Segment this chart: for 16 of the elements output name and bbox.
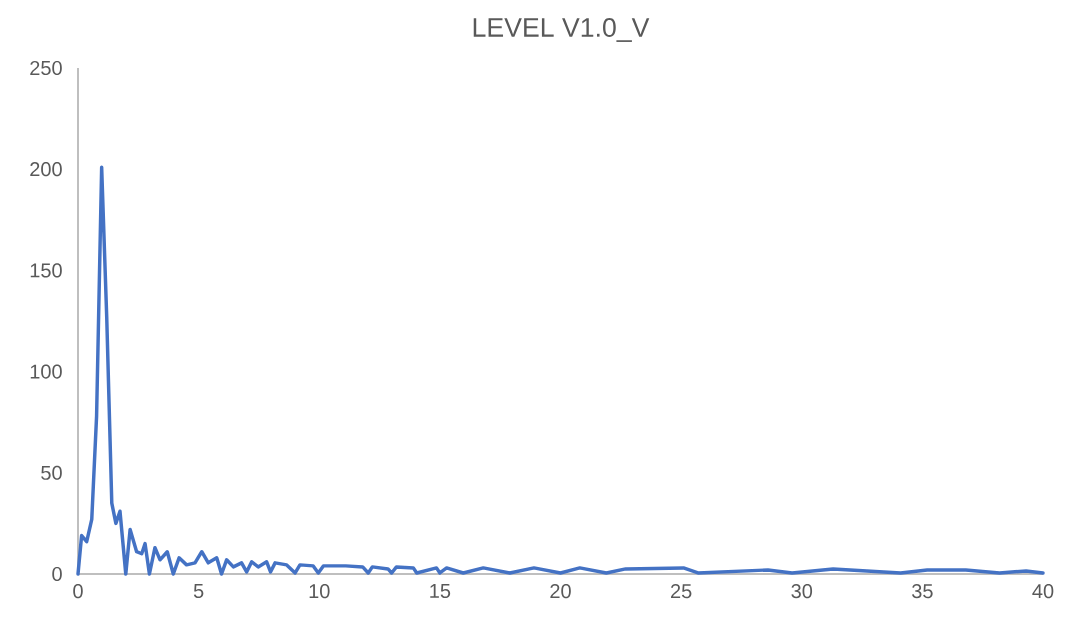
x-tick-label: 5 <box>193 584 204 598</box>
y-tick-label: 50 <box>41 465 62 480</box>
x-tick-label: 20 <box>550 584 571 599</box>
y-tick-label: 100 <box>30 364 62 379</box>
x-tick-label: 0 <box>73 584 83 599</box>
y-tick-label: 0 <box>52 566 62 582</box>
x-tick-label: 15 <box>430 584 451 598</box>
chart-title: LEVEL V1.0_V <box>473 18 650 42</box>
y-tick-label: 250 <box>30 60 62 76</box>
x-tick-label: 10 <box>309 584 330 599</box>
x-tick-label: 40 <box>1032 584 1054 599</box>
y-tick-label: 150 <box>30 263 62 278</box>
x-tick-label: 30 <box>791 584 813 599</box>
x-tick-label: 35 <box>912 584 933 599</box>
y-tick-label: 200 <box>30 162 62 177</box>
x-tick-label: 25 <box>671 584 692 599</box>
